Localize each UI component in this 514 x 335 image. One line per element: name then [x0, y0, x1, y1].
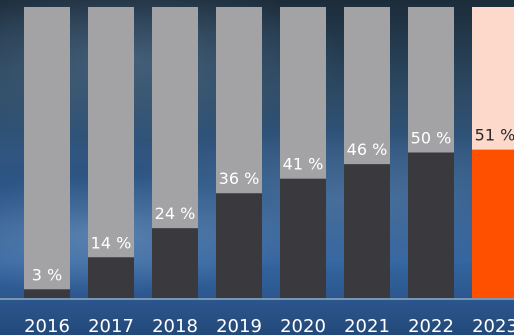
x-tick-label: 2020 [280, 316, 326, 335]
bar [472, 149, 514, 298]
bar-group-2023: 51 % 2023 [472, 7, 514, 335]
x-tick-label: 2021 [344, 316, 390, 335]
data-label: 50 % [411, 129, 452, 148]
data-label: 41 % [283, 155, 324, 174]
data-label: 24 % [155, 204, 196, 223]
bar [344, 164, 390, 298]
x-tick-label: 2019 [216, 316, 262, 335]
bar-group-2022: 50 % 2022 [408, 7, 454, 335]
bar [216, 193, 262, 298]
data-label: 51 % [475, 126, 514, 145]
bar-group-2020: 41 % 2020 [280, 7, 326, 335]
x-tick-label: 2022 [408, 316, 454, 335]
bar-group-2021: 46 % 2021 [344, 7, 390, 335]
data-label: 3 % [32, 265, 62, 284]
data-label: 14 % [91, 233, 132, 252]
bar-group-2016: 3 % 2016 [24, 7, 70, 335]
bar [88, 257, 134, 298]
bar-group-2017: 14 % 2017 [88, 7, 134, 335]
x-tick-label: 2017 [88, 316, 134, 335]
bar [24, 289, 70, 298]
x-tick-label: 2016 [24, 316, 70, 335]
bar-track [24, 7, 70, 298]
bar [152, 228, 198, 298]
bar-track [88, 7, 134, 298]
bar-group-2018: 24 % 2018 [152, 7, 198, 335]
x-tick-label: 2018 [152, 316, 198, 335]
bar [408, 152, 454, 298]
x-tick-label: 2023 [472, 316, 514, 335]
data-label: 46 % [347, 140, 388, 159]
data-label: 36 % [219, 169, 260, 188]
bar-group-2019: 36 % 2019 [216, 7, 262, 335]
bar [280, 178, 326, 298]
